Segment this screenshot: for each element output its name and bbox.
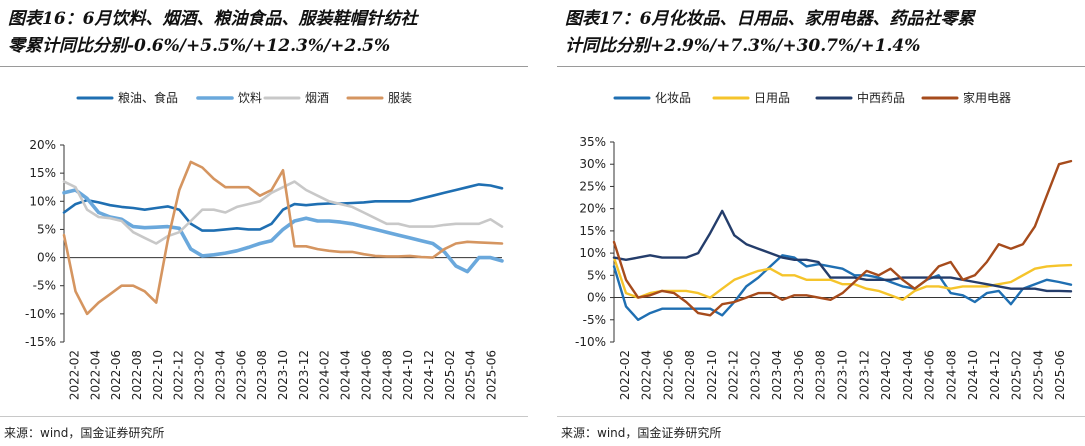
x-tick-label: 2025-06 <box>485 350 499 400</box>
chart-title-line-2: 计同比分别+2.9%/+7.3%/+30.7%/+1.4% <box>565 36 921 56</box>
line-chart-cosmetics-appliances: -10% -5% 0% 5% 10% 15% 20% 25% 30% 35% 2022-02 2022… <box>575 90 1073 400</box>
y-tick-label: -15% <box>25 335 56 349</box>
x-tick-label: 2023-06 <box>234 350 248 400</box>
x-tick-label: 2023-10 <box>836 350 850 400</box>
legend-label: 中西药品 <box>857 90 905 105</box>
chart-title: 图表16：6月饮料、烟酒、粮油食品、服装鞋帽针纺社 零累计同比分别-0.6%/+… <box>8 6 528 60</box>
title-divider <box>557 66 1085 67</box>
series-line-3 <box>62 160 504 316</box>
series-line-2 <box>62 180 504 245</box>
legend-label: 家用电器 <box>963 90 1011 105</box>
x-tick-label: 2024-06 <box>359 350 373 400</box>
x-tick-label: 2022-06 <box>661 350 675 400</box>
y-tick-label: 35% <box>579 135 606 149</box>
chart-panel-left: 图表16：6月饮料、烟酒、粮油食品、服装鞋帽针纺社 零累计同比分别-0.6%/+… <box>0 0 530 446</box>
x-tick-label: 2024-08 <box>380 350 394 400</box>
x-tick-label: 2022-04 <box>640 350 654 400</box>
y-tick-label: 15% <box>29 166 56 180</box>
legend-label: 日用品 <box>754 91 790 105</box>
x-tick-label: 2023-12 <box>297 350 311 400</box>
x-tick-label: 2024-12 <box>422 350 436 400</box>
y-tick-label: 25% <box>579 179 606 193</box>
legend-label: 烟酒 <box>305 91 329 105</box>
x-tick-label: 2024-08 <box>944 350 958 400</box>
y-tick-label: 30% <box>579 157 606 171</box>
source-divider <box>557 416 1085 417</box>
y-tick-label: -5% <box>583 313 606 327</box>
x-tick-label: 2023-02 <box>193 350 207 400</box>
chart-source: 来源：wind，国金证券研究所 <box>4 426 165 440</box>
y-tick-label: 15% <box>579 224 606 238</box>
y-tick-label: 10% <box>579 246 606 260</box>
series-line-0 <box>612 254 1073 322</box>
x-tick-label: 2024-04 <box>901 350 915 400</box>
x-tick-label: 2024-10 <box>401 350 415 400</box>
x-tick-label: 2022-10 <box>705 350 719 400</box>
series-line-1 <box>62 188 504 274</box>
x-tick-label: 2025-06 <box>1053 350 1067 400</box>
series-line-3 <box>612 159 1073 317</box>
legend-label: 饮料 <box>238 91 262 105</box>
legend-label: 粮油、食品 <box>118 90 178 105</box>
y-tick-label: -10% <box>575 335 606 349</box>
x-tick-label: 2024-02 <box>318 350 332 400</box>
chart-title-line-2: 零累计同比分别-0.6%/+5.5%/+12.3%/+2.5% <box>8 36 391 56</box>
x-tick-label: 2022-08 <box>130 350 144 400</box>
x-tick-label: 2023-12 <box>857 350 871 400</box>
x-tick-label: 2022-10 <box>151 350 165 400</box>
x-tick-label: 2022-02 <box>618 350 632 400</box>
y-tick-label: 5% <box>587 268 606 282</box>
chart-source: 来源：wind，国金证券研究所 <box>561 426 722 440</box>
x-tick-label: 2024-02 <box>879 350 893 400</box>
x-tick-label: 2025-04 <box>1031 350 1045 400</box>
chart-title-line-1: 图表16：6月饮料、烟酒、粮油食品、服装鞋帽针纺社 <box>8 9 418 29</box>
x-tick-label: 2022-08 <box>683 350 697 400</box>
y-tick-label: 5% <box>37 222 56 236</box>
y-tick-label: -10% <box>25 307 56 321</box>
y-tick-label: 10% <box>29 194 56 208</box>
chart-title-line-1: 图表17：6月化妆品、日用品、家用电器、药品社零累 <box>565 9 975 29</box>
source-divider <box>0 416 528 417</box>
y-tick-label: 20% <box>29 138 56 152</box>
x-tick-label: 2024-12 <box>988 350 1002 400</box>
legend-label: 服装 <box>388 91 412 105</box>
chart-panel-right: 图表17：6月化妆品、日用品、家用电器、药品社零累 计同比分别+2.9%/+7.… <box>557 0 1085 446</box>
x-tick-label: 2023-10 <box>276 350 290 400</box>
series-line-2 <box>612 209 1073 293</box>
x-tick-label: 2023-08 <box>814 350 828 400</box>
y-tick-label: 20% <box>579 202 606 216</box>
chart-title: 图表17：6月化妆品、日用品、家用电器、药品社零累 计同比分别+2.9%/+7.… <box>565 6 1085 60</box>
x-tick-label: 2022-02 <box>67 350 81 400</box>
y-tick-label: 0% <box>587 291 606 305</box>
x-tick-label: 2025-04 <box>464 350 478 400</box>
x-tick-label: 2024-10 <box>966 350 980 400</box>
x-tick-label: 2024-04 <box>339 350 353 400</box>
x-tick-label: 2024-06 <box>923 350 937 400</box>
y-tick-label: 0% <box>37 251 56 265</box>
x-tick-label: 2023-02 <box>748 350 762 400</box>
x-tick-label: 2023-04 <box>213 350 227 400</box>
series-line-0 <box>62 183 504 232</box>
x-tick-label: 2025-02 <box>1010 350 1024 400</box>
x-tick-label: 2022-12 <box>727 350 741 400</box>
x-tick-label: 2022-06 <box>109 350 123 400</box>
x-tick-label: 2022-04 <box>88 350 102 400</box>
y-tick-label: -5% <box>33 279 56 293</box>
line-chart-food-beverage: -15% -10% -5% 0% 5% 10% 15% 20% 2022-02 2022-04 20… <box>25 90 504 400</box>
x-tick-label: 2025-02 <box>443 350 457 400</box>
x-tick-label: 2023-04 <box>770 350 784 400</box>
x-tick-label: 2023-06 <box>792 350 806 400</box>
title-divider <box>0 66 528 67</box>
legend-label: 化妆品 <box>655 91 691 105</box>
x-tick-label: 2022-12 <box>172 350 186 400</box>
x-tick-label: 2023-08 <box>255 350 269 400</box>
